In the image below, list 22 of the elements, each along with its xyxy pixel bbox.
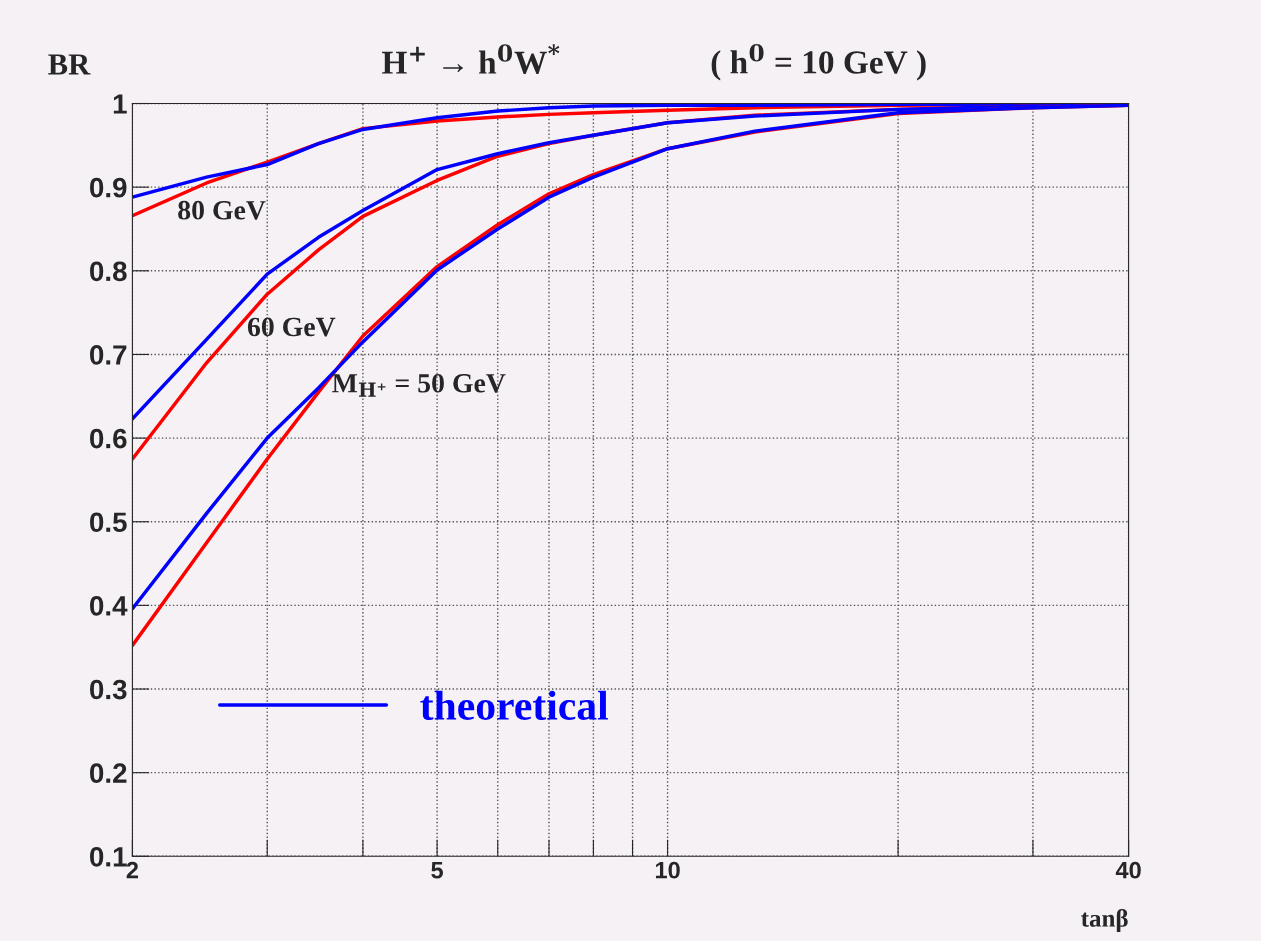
x-tick-label: 2 xyxy=(126,861,139,879)
y-axis-title: BR xyxy=(48,54,91,75)
annotation: 60 GeV xyxy=(247,317,336,337)
x-axis-title: tanβ xyxy=(1081,909,1128,932)
legend-label: theoretical xyxy=(420,690,608,721)
chart-title: H$^{+}$ → h$^{0}$W$^{*}$ xyxy=(382,44,560,75)
y-tick-label: 0.1 xyxy=(90,846,127,867)
annotation: M$_{H⁺}$ = 50 GeV xyxy=(332,373,506,397)
y-tick-label: 1 xyxy=(113,94,127,114)
y-tick-label: 0.9 xyxy=(90,177,127,198)
y-tick-label: 0.7 xyxy=(90,345,127,365)
x-tick-label: 40 xyxy=(1115,861,1141,879)
x-tick-label: 10 xyxy=(655,861,680,879)
y-tick-label: 0.8 xyxy=(90,261,127,282)
y-tick-label: 0.6 xyxy=(90,428,127,449)
y-tick-label: 0.5 xyxy=(90,512,127,533)
chart-subtitle: ( h$^{0}$ = 10 GeV ) xyxy=(711,43,926,81)
y-tick-label: 0.3 xyxy=(90,679,127,700)
x-tick-label: 5 xyxy=(431,862,444,879)
y-tick-label: 0.2 xyxy=(90,763,127,783)
y-tick-label: 0.4 xyxy=(90,596,128,616)
annotation: 80 GeV xyxy=(178,200,266,220)
